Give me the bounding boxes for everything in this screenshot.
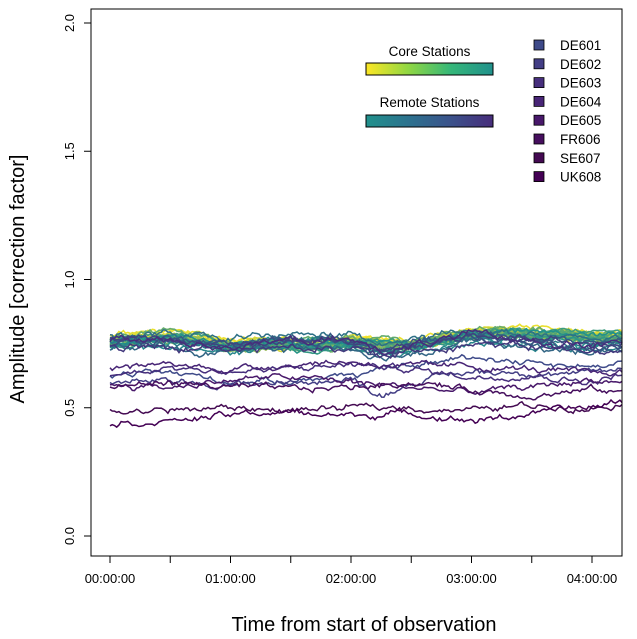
legend-label: FR606 <box>560 132 601 147</box>
legend-swatch <box>533 171 545 183</box>
x-tick-label: 01:00:00 <box>205 571 256 586</box>
legend-label: DE605 <box>560 113 601 128</box>
y-tick-label: 1.5 <box>62 142 77 160</box>
remote-station-line <box>109 338 623 360</box>
series-line-de603 <box>109 361 623 386</box>
series-line-de601 <box>109 353 623 387</box>
x-tick-label: 03:00:00 <box>446 571 497 586</box>
y-axis-title: Amplitude [correction factor] <box>7 155 29 404</box>
legend-swatch <box>533 58 545 70</box>
series-line-se607 <box>109 400 623 415</box>
legend-swatch <box>533 96 545 107</box>
remote-station-line <box>109 334 623 357</box>
legend-gradient-label: Remote Stations <box>380 95 480 110</box>
series-line-de604 <box>109 359 623 377</box>
legend-label: DE603 <box>560 76 601 91</box>
x-tick-label: 04:00:00 <box>567 571 618 586</box>
y-tick-label: 0.0 <box>62 527 77 545</box>
legend-label: DE604 <box>560 94 602 109</box>
legend-swatch <box>533 39 545 51</box>
plot-frame <box>90 8 623 557</box>
x-tick-label: 00:00:00 <box>85 571 136 586</box>
legend-swatch <box>533 114 545 126</box>
y-tick-label: 2.0 <box>62 14 77 32</box>
legend-gradient-label: Core Stations <box>389 44 471 59</box>
axes: 0.0 0.5 1.0 1.5 2.0 00:00:00 01:00:00 02:00:00 0… <box>62 8 623 586</box>
y-tick-label: 0.5 <box>62 399 77 417</box>
series-line-uk608 <box>109 398 623 429</box>
remote-station-line <box>109 328 623 347</box>
x-tick-label: 02:00:00 <box>326 571 377 586</box>
legend: Core Stations Remote Stations DE601 DE602 DE… <box>365 38 602 185</box>
legend-gradient-bar <box>365 114 494 128</box>
series-line-de605 <box>109 372 623 396</box>
legend-swatch <box>533 133 545 145</box>
legend-gradient-bar <box>365 62 494 76</box>
remote-station-line <box>109 328 623 356</box>
plot-area <box>109 323 623 429</box>
legend-label: SE607 <box>560 151 601 166</box>
series-line-fr606 <box>109 380 623 401</box>
core-station-line <box>109 327 623 350</box>
y-tick-label: 1.0 <box>62 270 77 288</box>
legend-label: DE601 <box>560 38 601 53</box>
legend-swatch <box>533 77 545 88</box>
legend-label: DE602 <box>560 57 601 72</box>
legend-label: UK608 <box>560 170 601 185</box>
x-axis-title: Time from start of observation <box>232 614 497 636</box>
remote-station-line <box>109 337 623 362</box>
legend-swatch <box>533 152 545 164</box>
